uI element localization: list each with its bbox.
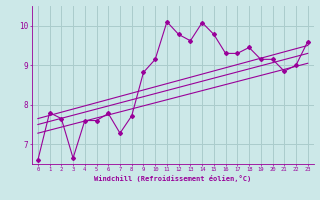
X-axis label: Windchill (Refroidissement éolien,°C): Windchill (Refroidissement éolien,°C) [94,175,252,182]
